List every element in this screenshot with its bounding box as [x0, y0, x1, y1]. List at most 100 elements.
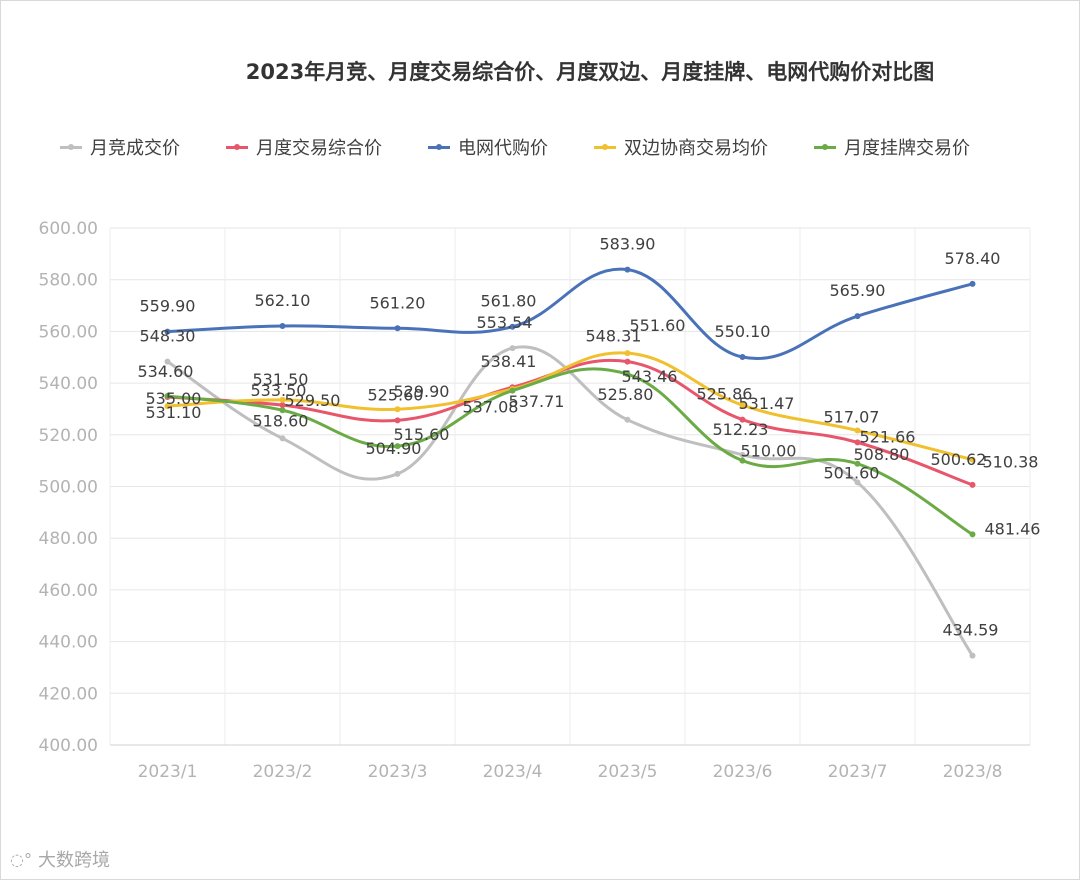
data-label: 434.59: [943, 621, 999, 640]
data-label: 548.31: [586, 327, 642, 346]
y-tick-label: 540.00: [39, 374, 98, 394]
data-label: 525.86: [697, 385, 753, 404]
y-tick-label: 500.00: [39, 478, 98, 498]
data-point: [279, 402, 286, 409]
legend-swatch-icon: [814, 143, 836, 150]
data-point: [739, 451, 746, 458]
legend-swatch-icon: [60, 143, 82, 150]
data-label: 510.00: [741, 442, 797, 461]
legend-label: 月度挂牌交易价: [844, 138, 970, 159]
y-tick-label: 560.00: [39, 322, 98, 342]
data-label: 525.80: [598, 385, 654, 404]
data-label: 583.90: [600, 235, 656, 254]
data-point: [624, 266, 631, 273]
data-point: [854, 439, 861, 446]
data-label: 531.50: [253, 370, 309, 389]
y-tick-label: 580.00: [39, 271, 98, 291]
data-label: 517.07: [824, 407, 880, 426]
data-label: 548.30: [140, 327, 196, 346]
watermark: ◌° 大数跨境: [10, 846, 110, 872]
data-label: 551.60: [630, 316, 686, 335]
data-label: 537.08: [463, 398, 519, 417]
x-tick-label: 2023/2: [253, 762, 313, 782]
data-point: [164, 358, 171, 365]
chart-legend: 月竞成交价 月度交易综合价 电网代购价 双边协商交易均价 月度挂牌交易价: [60, 134, 1016, 160]
data-label: 578.40: [945, 249, 1001, 268]
data-point: [509, 387, 516, 394]
watermark-text: 大数跨境: [37, 850, 110, 871]
data-label: 562.10: [255, 291, 311, 310]
legend-item[interactable]: 月度挂牌交易价: [814, 134, 970, 160]
data-point: [969, 280, 976, 287]
x-tick-label: 2023/1: [138, 762, 198, 782]
data-label: 508.80: [854, 445, 910, 464]
data-point: [279, 435, 286, 442]
legend-label: 月度交易综合价: [256, 138, 382, 159]
y-tick-label: 600.00: [39, 219, 98, 239]
data-label: 535.00: [146, 389, 202, 408]
data-label: 531.10: [146, 403, 202, 422]
data-point: [164, 393, 171, 400]
data-point: [394, 443, 401, 450]
watermark-logo-icon: ◌°: [10, 849, 32, 869]
legend-item[interactable]: 月度交易综合价: [226, 134, 382, 160]
data-label: 525.60: [368, 385, 424, 404]
y-tick-label: 480.00: [39, 529, 98, 549]
data-point: [394, 417, 401, 424]
y-tick-label: 520.00: [39, 426, 98, 446]
series-line: [166, 367, 974, 536]
series-line: [166, 267, 974, 360]
data-point: [394, 406, 401, 413]
axis-layer: 400.00 420.00 440.00 460.00 480.00 500.00 520.…: [39, 219, 1030, 782]
legend-swatch-icon: [594, 143, 616, 150]
data-label: 501.60: [824, 463, 880, 482]
data-label: 529.90: [394, 382, 450, 401]
data-label: 521.66: [860, 428, 916, 447]
chart-title: 2023年月竞、月度交易综合价、月度双边、月度挂牌、电网代购价对比图: [245, 60, 935, 84]
data-label: 534.60: [138, 362, 194, 381]
data-point: [509, 323, 516, 330]
x-tick-label: 2023/7: [828, 762, 888, 782]
data-point: [394, 470, 401, 477]
legend-item[interactable]: 电网代购价: [428, 134, 548, 160]
data-point: [854, 427, 861, 434]
y-tick-label: 460.00: [39, 581, 98, 601]
data-point: [394, 325, 401, 332]
y-tick-label: 440.00: [39, 633, 98, 653]
x-tick-label: 2023/3: [368, 762, 428, 782]
legend-swatch-icon: [226, 143, 248, 150]
data-label: 565.90: [830, 281, 886, 300]
data-label: 559.90: [140, 297, 196, 316]
legend-item[interactable]: 月竞成交价: [60, 134, 180, 160]
data-label-layer: 548.30 518.60 504.90 553.54 525.80 512.23 501.…: [138, 235, 1041, 640]
legend-item[interactable]: 双边协商交易均价: [594, 134, 768, 160]
data-label: 512.23: [713, 420, 769, 439]
data-point: [969, 652, 976, 659]
data-label: 538.41: [481, 352, 537, 371]
data-label: 510.38: [983, 453, 1039, 472]
x-tick-label: 2023/6: [713, 762, 773, 782]
series-line: [166, 351, 974, 462]
data-label: 543.46: [622, 367, 678, 386]
data-point: [969, 481, 976, 488]
data-point: [624, 416, 631, 423]
data-point: [164, 328, 171, 335]
legend-label: 电网代购价: [458, 138, 548, 159]
data-point: [279, 322, 286, 329]
data-label: 515.60: [394, 425, 450, 444]
data-point: [969, 456, 976, 463]
data-label: 481.46: [985, 519, 1041, 538]
data-label: 518.60: [253, 411, 309, 430]
data-point: [739, 402, 746, 409]
data-label: 537.71: [509, 392, 565, 411]
legend-label: 月竞成交价: [90, 138, 180, 159]
legend-label: 双边协商交易均价: [624, 138, 768, 159]
data-point: [739, 353, 746, 360]
data-point: [854, 460, 861, 467]
data-label: 533.50: [251, 381, 307, 400]
data-label: 561.20: [370, 293, 426, 312]
data-label: 500.62: [931, 450, 987, 469]
data-point: [854, 313, 861, 320]
data-point: [739, 457, 746, 464]
